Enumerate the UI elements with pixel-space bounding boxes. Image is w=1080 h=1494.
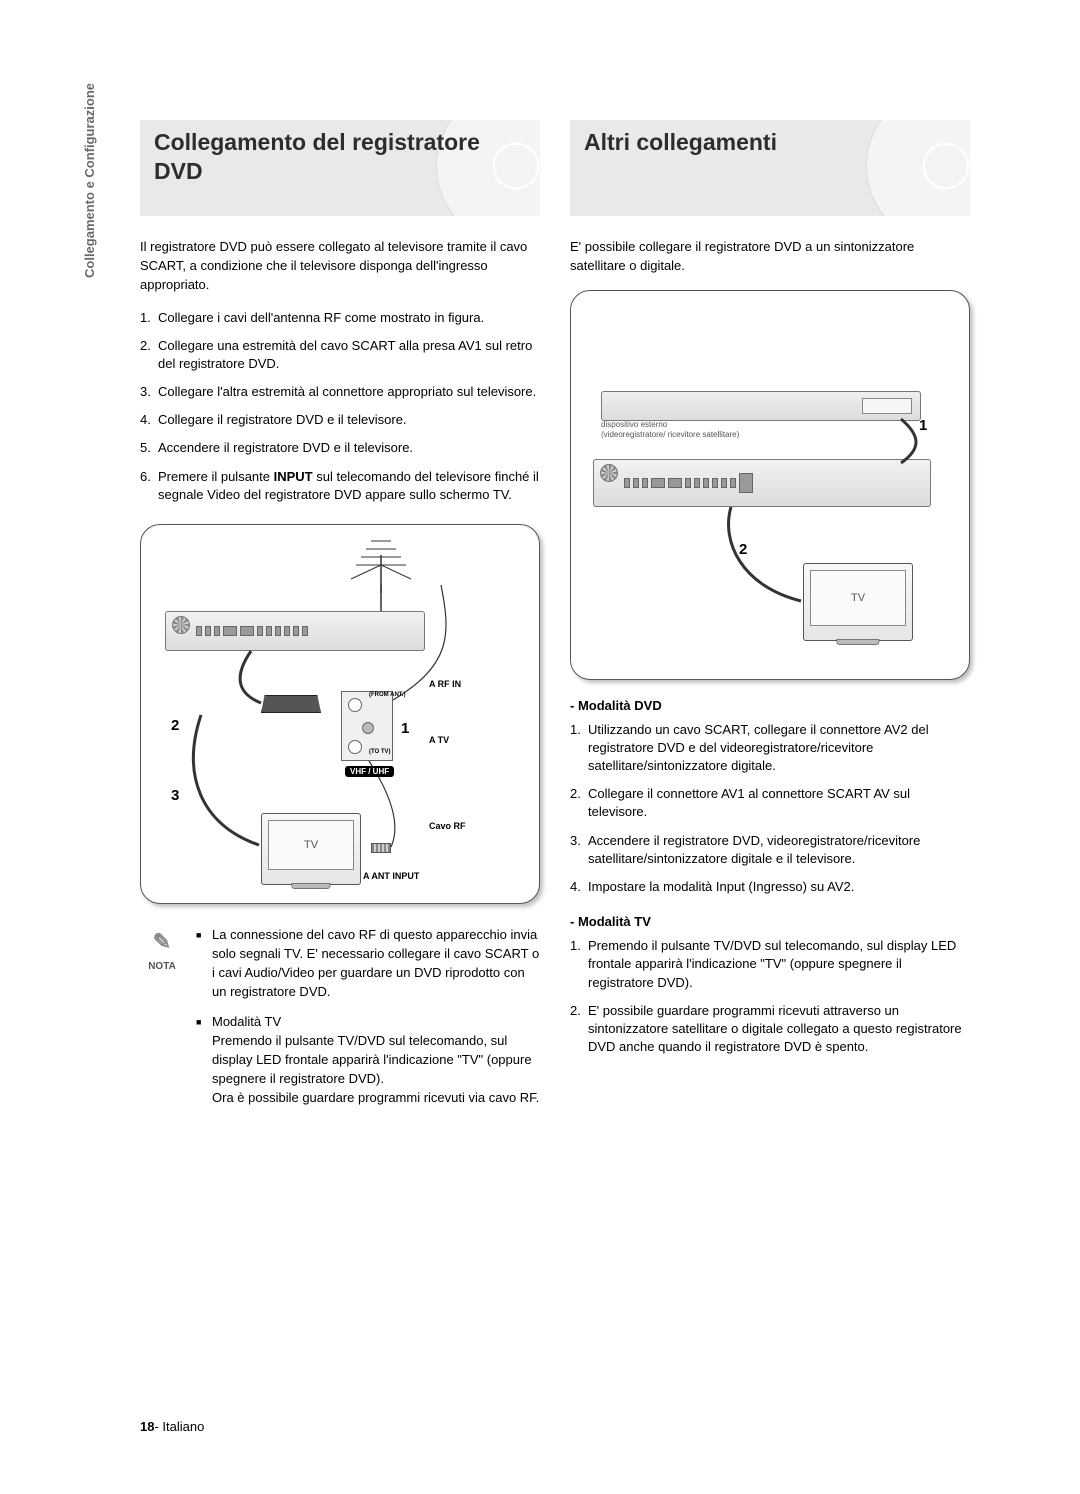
- step-item: Impostare la modalità Input (Ingresso) s…: [570, 878, 970, 896]
- left-column: Collegamento del registratore DVD Il reg…: [140, 120, 540, 1120]
- dvd-mode-steps: Utilizzando un cavo SCART, collegare il …: [570, 721, 970, 897]
- note-item: Modalità TV Premendo il pulsante TV/DVD …: [196, 1013, 540, 1107]
- label-ant-input: A ANT INPUT: [363, 871, 419, 881]
- step-item: Accendere il registratore DVD, videoregi…: [570, 832, 970, 868]
- note-item: La connessione del cavo RF di questo app…: [196, 926, 540, 1001]
- right-connection-diagram: dispositivo esterno (videoregistratore/ …: [570, 290, 970, 680]
- left-title: Collegamento del registratore DVD: [154, 128, 526, 186]
- callout-r2: 2: [739, 541, 747, 558]
- label-to-tv: A TV: [429, 735, 449, 745]
- callout-3: 3: [171, 787, 179, 804]
- dvd-mode-heading: - Modalità DVD: [570, 698, 970, 713]
- label-rf-in-sub: (FROM ANT.): [369, 692, 405, 698]
- cable-lines: [141, 525, 461, 905]
- step-item: Collegare l'altra estremità al connettor…: [140, 383, 540, 401]
- label-rf-out-sub: (TO TV): [369, 749, 391, 755]
- label-cavo-rf: Cavo RF: [429, 821, 466, 831]
- cable-lines-right: [571, 291, 951, 681]
- page-content: Collegamento del registratore DVD Il reg…: [140, 120, 970, 1120]
- note-icon: ✎ NOTA: [140, 926, 184, 1120]
- label-vhf-uhf: VHF / UHF: [345, 761, 394, 779]
- page-footer: 18- Italiano: [140, 1419, 204, 1434]
- callout-r1: 1: [919, 417, 927, 434]
- right-header: Altri collegamenti: [570, 120, 970, 216]
- note-block: ✎ NOTA La connessione del cavo RF di que…: [140, 926, 540, 1120]
- step-item: Collegare i cavi dell'antenna RF come mo…: [140, 309, 540, 327]
- step-item: Utilizzando un cavo SCART, collegare il …: [570, 721, 970, 776]
- right-column: Altri collegamenti E' possibile collegar…: [570, 120, 970, 1120]
- step-item: Collegare il connettore AV1 al connettor…: [570, 785, 970, 821]
- step-item: Premere il pulsante INPUT sul telecomand…: [140, 468, 540, 504]
- note-list: La connessione del cavo RF di questo app…: [196, 926, 540, 1120]
- step-item: Collegare una estremità del cavo SCART a…: [140, 337, 540, 373]
- step-item: Accendere il registratore DVD e il telev…: [140, 439, 540, 457]
- left-header: Collegamento del registratore DVD: [140, 120, 540, 216]
- sidebar-section-label: Collegamento e Configurazione: [82, 83, 97, 278]
- left-steps: Collegare i cavi dell'antenna RF come mo…: [140, 309, 540, 505]
- label-rf-in: A RF IN: [429, 679, 461, 689]
- step-item: Premendo il pulsante TV/DVD sul telecoma…: [570, 937, 970, 992]
- step-item: Collegare il registratore DVD e il telev…: [140, 411, 540, 429]
- right-intro: E' possibile collegare il registratore D…: [570, 238, 970, 276]
- tv-mode-steps: Premendo il pulsante TV/DVD sul telecoma…: [570, 937, 970, 1056]
- step-item: E' possibile guardare programmi ricevuti…: [570, 1002, 970, 1057]
- callout-2: 2: [171, 717, 179, 734]
- tv-mode-heading: - Modalità TV: [570, 914, 970, 929]
- right-title: Altri collegamenti: [584, 128, 956, 157]
- callout-1: 1: [401, 720, 409, 737]
- left-connection-diagram: TV 1 2: [140, 524, 540, 904]
- left-intro: Il registratore DVD può essere collegato…: [140, 238, 540, 295]
